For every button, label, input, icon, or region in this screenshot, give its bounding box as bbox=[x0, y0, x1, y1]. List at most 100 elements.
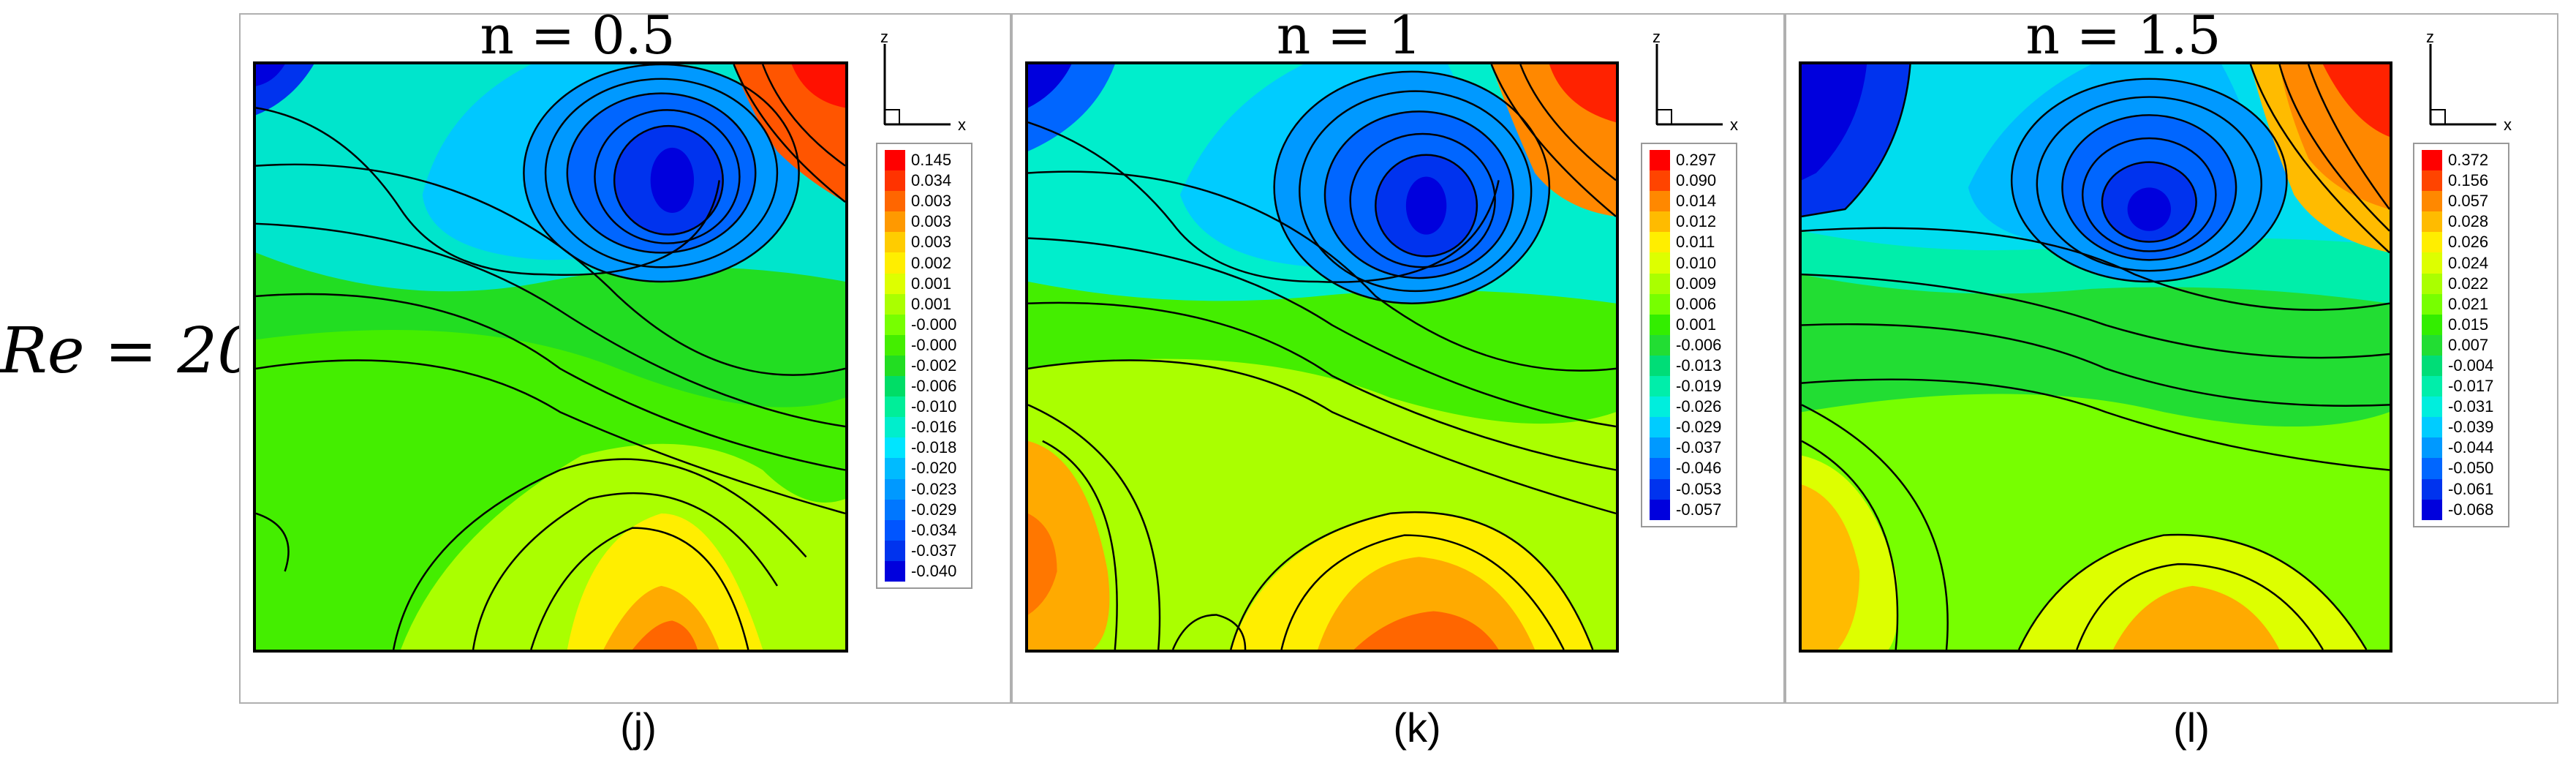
panel-l-contour-svg bbox=[1802, 64, 2390, 650]
panel-k-colorbar-label: -0.053 bbox=[1676, 479, 1722, 498]
panel-l-colorbar-entry: -0.004 bbox=[2414, 355, 2508, 377]
panel-k-colorbar-label: -0.026 bbox=[1676, 397, 1722, 416]
panel-l-colorbar-label: 0.021 bbox=[2448, 294, 2489, 313]
panel-j-colorbar-swatch bbox=[885, 293, 905, 315]
panel-j-colorbar-entry: -0.037 bbox=[877, 540, 971, 561]
panel-l-colorbar-swatch bbox=[2422, 191, 2442, 212]
panel-l-colorbar-swatch bbox=[2422, 150, 2442, 171]
panel-j-colorbar-swatch bbox=[885, 232, 905, 253]
panel-j-colorbar-swatch bbox=[885, 458, 905, 479]
panel-l-colorbar-label: -0.017 bbox=[2448, 377, 2494, 396]
panel-l-colorbar-swatch bbox=[2422, 293, 2442, 315]
panel-k-colorbar-label: -0.019 bbox=[1676, 377, 1722, 396]
panel-j-colorbar-swatch bbox=[885, 376, 905, 397]
panel-k-colorbar-entry: -0.037 bbox=[1642, 437, 1736, 459]
panel-l-colorbar-swatch bbox=[2422, 273, 2442, 294]
panel-k-colorbar: 0.297 0.090 0.014 0.012 0.011 0.010 0.009 0.006… bbox=[1641, 143, 1737, 527]
panel-k-colorbar-entry: 0.012 bbox=[1642, 211, 1736, 233]
panel-l-colorbar-label: 0.156 bbox=[2448, 171, 2489, 190]
panel-j-colorbar-label: -0.029 bbox=[911, 500, 957, 519]
panel-k-colorbar-label: 0.011 bbox=[1676, 233, 1715, 252]
panel-j-colorbar-entry: -0.000 bbox=[877, 314, 971, 335]
panel-j-colorbar-entry: -0.018 bbox=[877, 437, 971, 459]
panel-k-colorbar-entry: 0.006 bbox=[1642, 293, 1736, 315]
panel-k-colorbar-swatch bbox=[1650, 252, 1670, 274]
panel-k-colorbar-swatch bbox=[1650, 499, 1670, 520]
panel-j-colorbar-label: -0.023 bbox=[911, 479, 957, 498]
panel-k-colorbar-entry: -0.029 bbox=[1642, 417, 1736, 438]
panel-k-colorbar-label: -0.006 bbox=[1676, 335, 1722, 354]
panel-j-colorbar-swatch bbox=[885, 437, 905, 459]
panel-j-colorbar-label: -0.002 bbox=[911, 356, 957, 375]
panel-l-colorbar-label: -0.031 bbox=[2448, 397, 2494, 416]
panel-j-colorbar-entry: 0.003 bbox=[877, 191, 971, 212]
panel-l-colorbar-label: 0.057 bbox=[2448, 192, 2489, 211]
panel-k-colorbar-swatch bbox=[1650, 150, 1670, 171]
panel-j-colorbar-entry: -0.034 bbox=[877, 519, 971, 541]
panel-j-colorbar-label: 0.003 bbox=[911, 192, 952, 211]
panel-k-colorbar-swatch bbox=[1650, 273, 1670, 294]
panel-j-colorbar-swatch bbox=[885, 273, 905, 294]
panel-j-colorbar-label: 0.002 bbox=[911, 253, 952, 272]
panel-j-title: n = 0.5 bbox=[480, 4, 676, 66]
panel-j-colorbar-swatch bbox=[885, 211, 905, 233]
panel-j-colorbar-entry: 0.002 bbox=[877, 252, 971, 274]
panel-j-colorbar-label: -0.000 bbox=[911, 315, 957, 334]
panel-j-colorbar-entry: 0.034 bbox=[877, 170, 971, 192]
panel-j-colorbar-swatch bbox=[885, 334, 905, 356]
panel-l-colorbar-entry: 0.022 bbox=[2414, 273, 2508, 294]
panel-l-colorbar-swatch bbox=[2422, 334, 2442, 356]
panel-j-colorbar-entry: -0.040 bbox=[877, 560, 971, 582]
panel-k-colorbar-entry: 0.090 bbox=[1642, 170, 1736, 192]
panel-j-colorbar-label: 0.003 bbox=[911, 233, 952, 252]
panel-k-colorbar-swatch bbox=[1650, 355, 1670, 377]
panel-j-colorbar-swatch bbox=[885, 478, 905, 500]
panel-k-colorbar-label: 0.001 bbox=[1676, 315, 1717, 334]
panel-l-colorbar-entry: -0.017 bbox=[2414, 376, 2508, 397]
panel-j-contour-plot bbox=[253, 61, 848, 653]
panel-l-colorbar-entry: -0.031 bbox=[2414, 396, 2508, 418]
panel-j-colorbar-swatch bbox=[885, 150, 905, 171]
panel-k-colorbar-entry: 0.009 bbox=[1642, 273, 1736, 294]
panel-j-colorbar-label: -0.016 bbox=[911, 418, 957, 437]
panel-k-colorbar-swatch bbox=[1650, 211, 1670, 233]
panel-l-colorbar-entry: -0.068 bbox=[2414, 499, 2508, 520]
panel-k-colorbar-entry: -0.006 bbox=[1642, 334, 1736, 356]
panel-l-colorbar-label: -0.050 bbox=[2448, 459, 2494, 478]
panel-k-colorbar-swatch bbox=[1650, 232, 1670, 253]
panel-k-colorbar-entry: -0.026 bbox=[1642, 396, 1736, 418]
panel-l-colorbar-entry: 0.372 bbox=[2414, 150, 2508, 171]
panel-l-colorbar-swatch bbox=[2422, 314, 2442, 335]
panel-j-colorbar-swatch bbox=[885, 499, 905, 520]
panel-k-colorbar-swatch bbox=[1650, 334, 1670, 356]
panel-l-colorbar-swatch bbox=[2422, 417, 2442, 438]
panel-l-colorbar-entry: -0.039 bbox=[2414, 417, 2508, 438]
panel-l-colorbar-label: -0.068 bbox=[2448, 500, 2494, 519]
panel-l-colorbar-label: -0.061 bbox=[2448, 479, 2494, 498]
panel-k-colorbar-swatch bbox=[1650, 314, 1670, 335]
panel-j-colorbar-entry: 0.003 bbox=[877, 211, 971, 233]
panel-j-axis-indicator: z x bbox=[863, 28, 972, 146]
panel-l-colorbar-entry: 0.015 bbox=[2414, 314, 2508, 335]
panel-k-colorbar-label: -0.037 bbox=[1676, 438, 1722, 457]
panel-l-colorbar-swatch bbox=[2422, 376, 2442, 397]
panel-k-axis-x-label: x bbox=[1730, 116, 1738, 134]
panel-j-colorbar-entry: -0.020 bbox=[877, 458, 971, 479]
panel-l-colorbar-entry: 0.057 bbox=[2414, 191, 2508, 212]
panel-k-colorbar-swatch bbox=[1650, 417, 1670, 438]
panel-j-colorbar-label: -0.000 bbox=[911, 335, 957, 354]
panel-j-colorbar-entry: 0.001 bbox=[877, 273, 971, 294]
panel-j-colorbar-label: 0.145 bbox=[911, 151, 952, 170]
panel-j-colorbar-entry: 0.003 bbox=[877, 232, 971, 253]
panel-k-colorbar-swatch bbox=[1650, 191, 1670, 212]
panel-l-colorbar-swatch bbox=[2422, 252, 2442, 274]
panel-j-colorbar-label: -0.010 bbox=[911, 397, 957, 416]
panel-j-colorbar-swatch bbox=[885, 252, 905, 274]
panel-l-colorbar-label: 0.372 bbox=[2448, 151, 2489, 170]
panel-j-colorbar-entry: 0.001 bbox=[877, 293, 971, 315]
panel-l-colorbar-label: 0.022 bbox=[2448, 274, 2489, 293]
panel-j-colorbar: 0.145 0.034 0.003 0.003 0.003 0.002 0.001 0.001… bbox=[876, 143, 972, 589]
panel-k-colorbar-label: 0.297 bbox=[1676, 151, 1717, 170]
panel-k-colorbar-label: -0.013 bbox=[1676, 356, 1722, 375]
